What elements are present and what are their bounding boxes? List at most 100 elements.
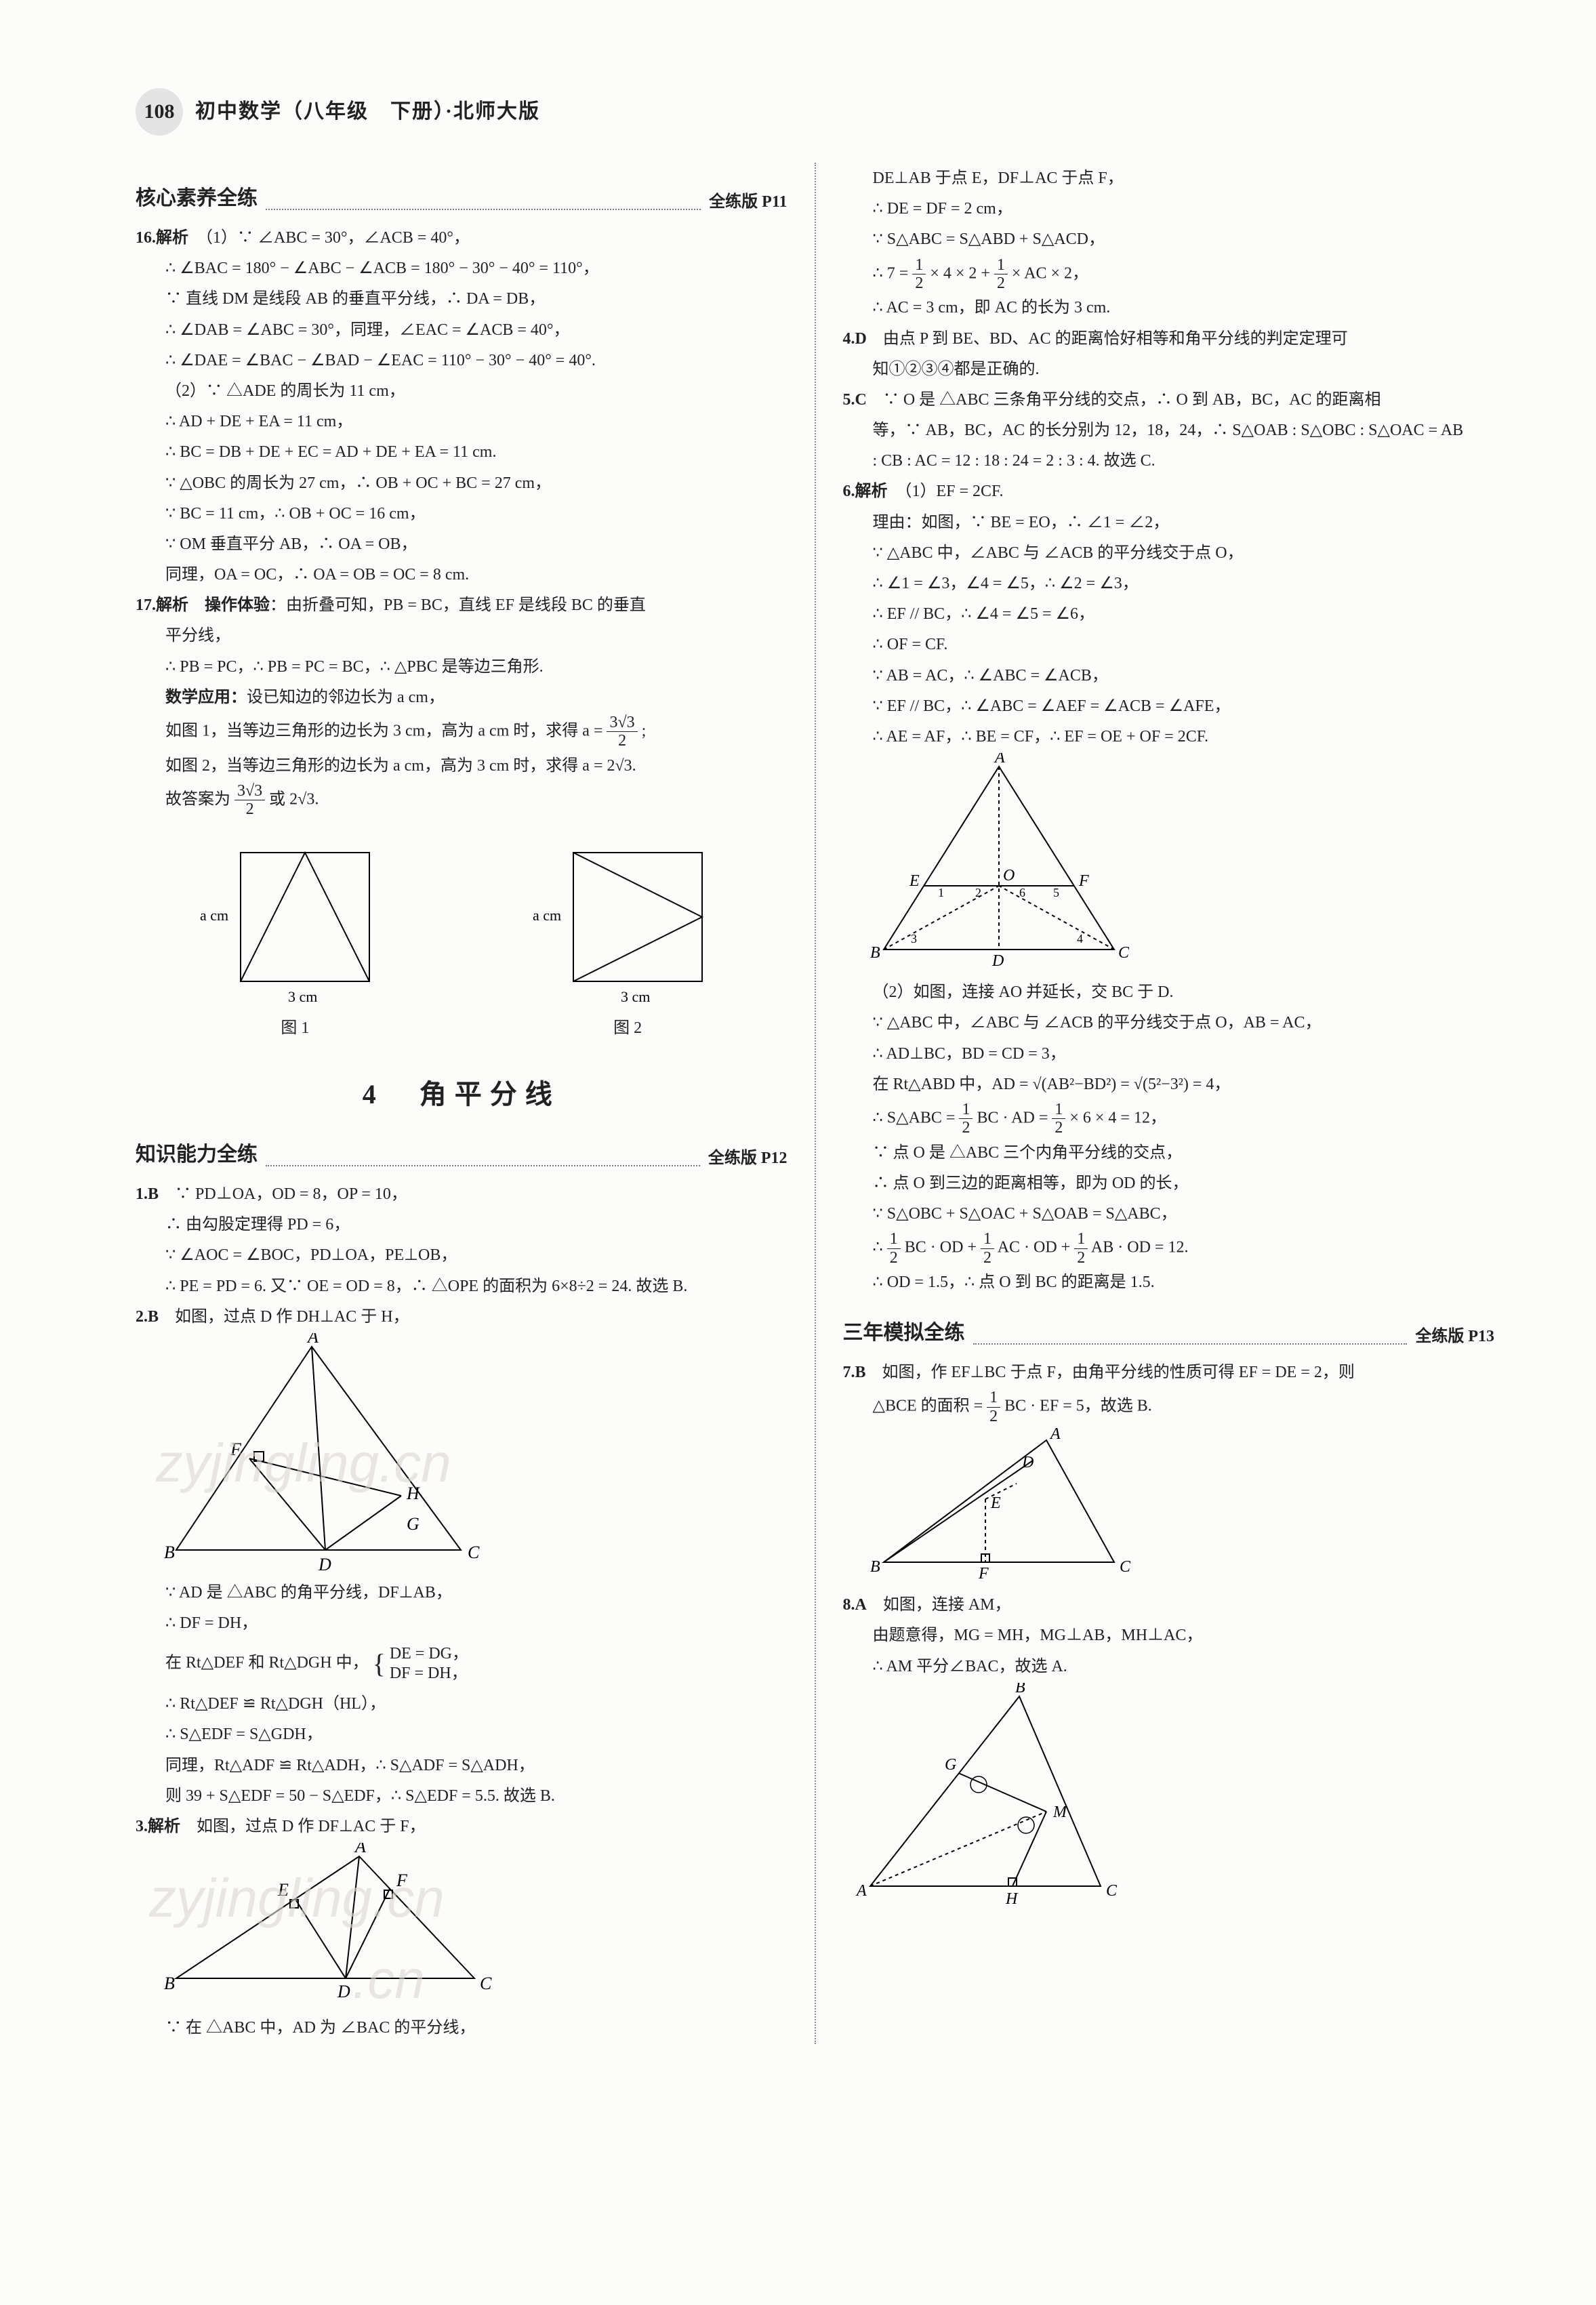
- q16-l12: 同理，OA = OC，∴ OA = OB = OC = 8 cm.: [136, 560, 787, 590]
- q2-l8: 则 39 + S△EDF = 50 − S△EDF，∴ S△EDF = 5.5.…: [136, 1782, 787, 1811]
- q8-l1: 如图，连接 AM，: [883, 1596, 1011, 1614]
- q17-figures: a cm 3 cm 图 1 a cm 3 cm 图 2: [136, 832, 787, 1043]
- q6-l8: ∵ EF // BC，∴ ∠ABC = ∠AEF = ∠ACB = ∠AFE，: [843, 692, 1495, 721]
- q7-l2-line: △BCE 的面积 = 12 BC · EF = 5，故选 B.: [843, 1389, 1495, 1425]
- q16-l1: （1）∵ ∠ABC = 30°，∠ACB = 40°，: [205, 229, 470, 247]
- main-columns: 核心素养全练 全练版 P11 16.解析 （1）∵ ∠ABC = 30°，∠AC…: [136, 163, 1494, 2044]
- section-ref: 全练版 P11: [709, 188, 787, 217]
- q7-line: 7.B 如图，作 EF⊥BC 于点 F，由角平分线的性质可得 EF = DE =…: [843, 1358, 1495, 1387]
- q6p2-l7: ∴ 点 O 到三边的距离相等，即为 OD 的长，: [843, 1169, 1495, 1198]
- svg-text:B: B: [870, 944, 880, 962]
- svg-text:A: A: [855, 1882, 867, 1900]
- q6-l6: ∴ OF = CF.: [843, 630, 1495, 659]
- q17-l7-frac: 3√32: [234, 782, 265, 819]
- svg-text:E: E: [990, 1494, 1001, 1512]
- section-header-core-literacy: 核心素养全练 全练版 P11: [136, 180, 787, 217]
- q6p2-l8: ∵ S△OBC + S△OAC + S△OAB = S△ABC，: [843, 1200, 1495, 1229]
- chapter-title: 4 角平分线: [136, 1070, 787, 1119]
- q2-l3: ∴ DF = DH，: [136, 1609, 787, 1638]
- svg-text:H: H: [406, 1484, 420, 1503]
- svg-text:D: D: [1021, 1454, 1034, 1471]
- svg-text:B: B: [164, 1543, 175, 1562]
- q8-figure-svg: A B C G H M: [843, 1683, 1128, 1913]
- svg-text:M: M: [1052, 1803, 1068, 1821]
- q2-l4a: 在 Rt△DEF 和 Rt△DGH 中，: [165, 1654, 369, 1672]
- q17-l3: ∴ PB = PC，∴ PB = PC = BC，∴ △PBC 是等边三角形.: [136, 653, 787, 682]
- q3c-l3: ∵ S△ABC = S△ABD + S△ACD，: [843, 225, 1495, 254]
- q6-l1: （1）EF = 2CF.: [904, 483, 1004, 500]
- q6p2-l5-line: ∴ S△ABC = 12 BC · AD = 12 × 6 × 4 = 12，: [843, 1101, 1495, 1137]
- figure-1: a cm 3 cm 图 1: [193, 832, 396, 1043]
- q17-l4-line: 数学应用：设已知边的邻边长为 a cm，: [136, 683, 787, 712]
- svg-text:F: F: [1078, 872, 1089, 890]
- q6-figure: A B C D E F O 1 2 3 4 5 6: [843, 753, 1495, 977]
- q16-l3: ∵ 直线 DM 是线段 AB 的垂直平分线，∴ DA = DB，: [136, 285, 787, 314]
- q6p2-l2: ∵ △ABC 中，∠ABC 与 ∠ACB 的平分线交于点 O，AB = AC，: [843, 1008, 1495, 1038]
- q17-l5-frac: 3√32: [607, 714, 637, 750]
- q7-l1: 如图，作 EF⊥BC 于点 F，由角平分线的性质可得 EF = DE = 2，则: [882, 1364, 1355, 1381]
- q2-figure-wrap: zyjingling.cn A B C D F H G: [136, 1333, 787, 1577]
- svg-text:B: B: [1015, 1683, 1025, 1696]
- section-header-three-year: 三年模拟全练 全练版 P13: [843, 1315, 1495, 1351]
- svg-text:6: 6: [1019, 886, 1025, 899]
- svg-text:C: C: [468, 1543, 480, 1562]
- svg-text:3: 3: [911, 932, 917, 945]
- section-header-knowledge-practice: 知识能力全练 全练版 P12: [136, 1137, 787, 1173]
- svg-text:5: 5: [1053, 886, 1059, 899]
- svg-text:4: 4: [1077, 932, 1083, 945]
- q4-l1: 由点 P 到 BE、BD、AC 的距离恰好相等和角平分线的判定定理可: [883, 330, 1348, 348]
- dot-leader: [973, 1343, 1408, 1345]
- q6-l9: ∴ AE = AF，∴ BE = CF，∴ EF = OE + OF = 2CF…: [843, 722, 1495, 752]
- q16-l8: ∴ BC = DB + DE + EC = AD + DE + EA = 11 …: [136, 438, 787, 467]
- svg-text:C: C: [1118, 944, 1130, 962]
- q17-l5-line: 如图 1，当等边三角形的边长为 3 cm，高为 a cm 时，求得 a = 3√…: [136, 714, 787, 750]
- q8-line: 8.A 如图，连接 AM，: [843, 1591, 1495, 1620]
- right-column: DE⊥AB 于点 E，DF⊥AC 于点 F， ∴ DE = DF = 2 cm，…: [843, 163, 1495, 2044]
- q6-head: 6.解析: [843, 483, 888, 500]
- section-label-2: 知识能力全练: [136, 1137, 258, 1173]
- q2-l4-line: 在 Rt△DEF 和 Rt△DGH 中， { DE = DG， DF = DH，: [136, 1639, 787, 1688]
- q3-head: 3.解析: [136, 1818, 180, 1835]
- svg-text:A: A: [994, 753, 1005, 767]
- q3-line: 3.解析 如图，过点 D 作 DF⊥AC 于 F，: [136, 1812, 787, 1841]
- fig1-label-a: a cm: [200, 907, 228, 924]
- section-label-3: 三年模拟全练: [843, 1315, 965, 1351]
- svg-text:F: F: [396, 1871, 408, 1890]
- q6p2-l10: ∴ OD = 1.5，∴ 点 O 到 BC 的距离是 1.5.: [843, 1268, 1495, 1297]
- q8-figure: A B C G H M: [843, 1683, 1495, 1913]
- svg-text:E: E: [277, 1880, 289, 1900]
- q1-head: 1.B: [136, 1185, 159, 1203]
- q5-l2: 等，∵ AB，BC，AC 的长分别为 12，18，24，∴ S△OAB : S△…: [843, 416, 1495, 445]
- q2-figure-svg: A B C D F H G: [136, 1333, 488, 1577]
- svg-text:D: D: [991, 952, 1004, 970]
- q17-l1-pre: 操作体验: [205, 596, 270, 614]
- q2-l5: ∴ Rt△DEF ≌ Rt△DGH（HL），: [136, 1690, 787, 1719]
- fig2-label-a: a cm: [533, 907, 561, 924]
- q17-l5a: 如图 1，当等边三角形的边长为 3 cm，高为 a cm 时，求得 a =: [165, 722, 607, 739]
- q16-l9: ∵ △OBC 的周长为 27 cm，∴ OB + OC + BC = 27 cm…: [136, 469, 787, 498]
- svg-text:E: E: [909, 872, 920, 890]
- q6-l3: ∵ △ABC 中，∠ABC 与 ∠ACB 的平分线交于点 O，: [843, 539, 1495, 568]
- figure-2: a cm 3 cm 图 2: [526, 832, 729, 1043]
- q16-l11: ∵ OM 垂直平分 AB，∴ OA = OB，: [136, 530, 787, 559]
- fig2-caption: 图 2: [526, 1014, 729, 1043]
- svg-text:F: F: [230, 1440, 242, 1459]
- q5-l1: ∵ O 是 △ABC 三条角平分线的交点，∴ O 到 AB，BC，AC 的距离相: [883, 391, 1381, 409]
- q16-l2: ∴ ∠BAC = 180° − ∠ABC − ∠ACB = 180° − 30°…: [136, 254, 787, 283]
- svg-text:A: A: [1049, 1427, 1061, 1443]
- q17-l5b: ;: [642, 722, 647, 739]
- left-column: 核心素养全练 全练版 P11 16.解析 （1）∵ ∠ABC = 30°，∠AC…: [136, 163, 787, 2044]
- q2-line: 2.B 如图，过点 D 作 DH⊥AC 于 H，: [136, 1303, 787, 1332]
- q3-l2: ∵ 在 △ABC 中，AD 为 ∠BAC 的平分线，: [136, 2014, 787, 2043]
- q16-head: 16.解析: [136, 229, 188, 247]
- q2-head: 2.B: [136, 1308, 159, 1326]
- q16-l7: ∴ AD + DE + EA = 11 cm，: [136, 407, 787, 436]
- q2-l2: ∵ AD 是 △ABC 的角平分线，DF⊥AB，: [136, 1578, 787, 1608]
- q6p2-l6: ∵ 点 O 是 △ABC 三个内角平分线的交点，: [843, 1139, 1495, 1168]
- q17-l7b: 或 2√3.: [269, 790, 319, 808]
- q16-l4: ∴ ∠DAB = ∠ABC = 30°，同理，∠EAC = ∠ACB = 40°…: [136, 316, 787, 345]
- q6-l4: ∴ ∠1 = ∠3，∠4 = ∠5，∴ ∠2 = ∠3，: [843, 569, 1495, 598]
- fig1-caption: 图 1: [193, 1014, 396, 1043]
- q1-l1: ∵ PD⊥OA，OD = 8，OP = 10，: [175, 1185, 407, 1203]
- figure-1-svg: a cm 3 cm: [193, 832, 396, 1008]
